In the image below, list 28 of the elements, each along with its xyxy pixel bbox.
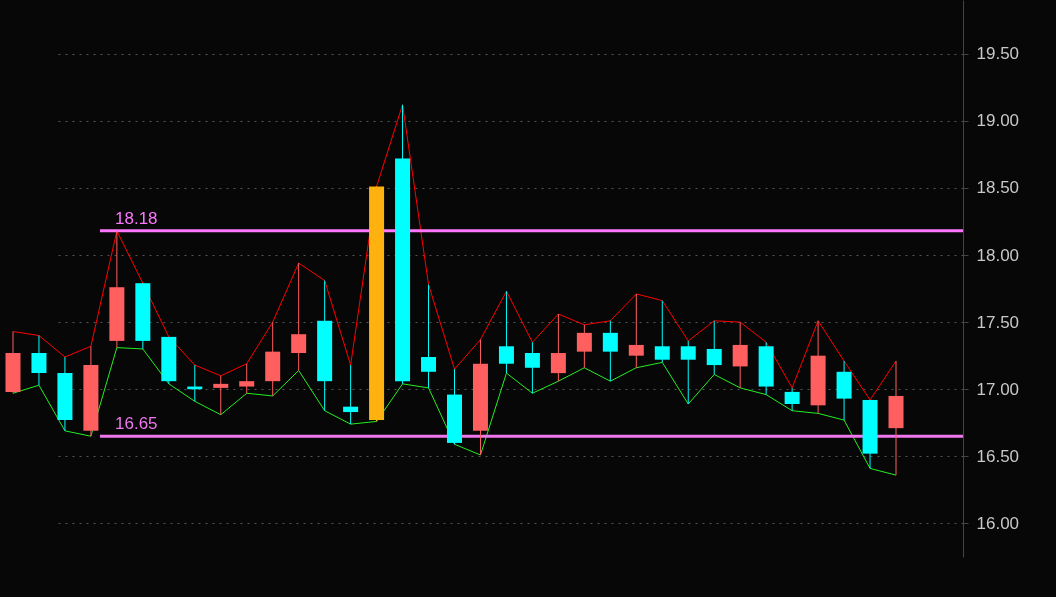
- candlestick: [421, 284, 437, 389]
- ref-line-label: 16.65: [115, 414, 158, 434]
- candlestick: [732, 321, 748, 389]
- y-tick-label: 16.50: [976, 446, 1020, 466]
- y-tick-label: 19.00: [976, 111, 1020, 131]
- candlestick: [291, 262, 307, 371]
- candlestick: [576, 324, 592, 369]
- y-tick-label: 19.50: [976, 44, 1020, 64]
- y-tick-label: 18.00: [976, 245, 1020, 265]
- candlestick: [213, 375, 229, 416]
- candlestick: [628, 293, 644, 369]
- line-series: [12, 104, 897, 401]
- candlestick: [498, 290, 514, 374]
- candlestick: [31, 335, 47, 386]
- candlestick: [239, 363, 255, 394]
- y-tick-label: 16.00: [976, 513, 1020, 533]
- y-tick-label: 17.00: [976, 379, 1020, 399]
- candlestick: [706, 320, 722, 375]
- candlestick: [343, 364, 359, 425]
- ref-line-label: 18.18: [115, 208, 158, 228]
- candlestick: [784, 387, 800, 412]
- candlestick: [550, 313, 566, 382]
- y-tick-label: 17.50: [976, 312, 1020, 332]
- candlestick: [680, 340, 696, 405]
- candlestick: [654, 300, 670, 363]
- y-tick-label: 18.50: [976, 178, 1020, 198]
- candlestick: [524, 341, 540, 394]
- candlestick: [602, 320, 618, 382]
